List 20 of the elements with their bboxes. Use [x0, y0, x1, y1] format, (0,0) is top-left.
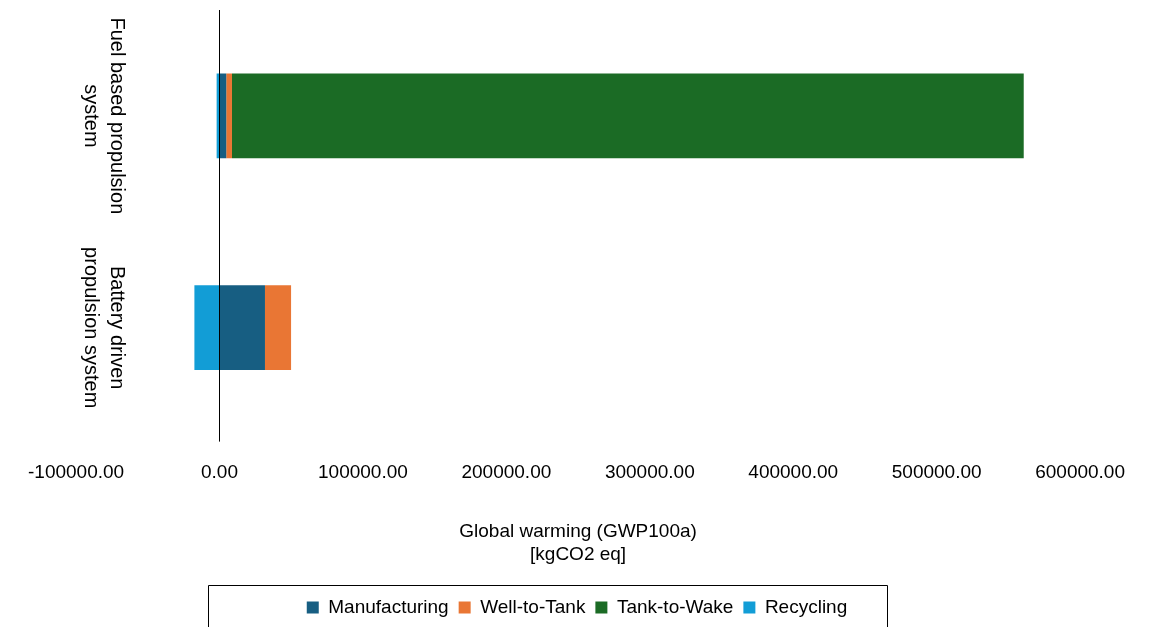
x-tick-label: -100000.00: [27, 461, 125, 483]
bar: [231, 73, 1024, 159]
y-tick-label: Battery driven propulsion system: [81, 247, 130, 409]
y-tick-label: Fuel based propulsion system: [81, 17, 130, 215]
legend-label: Manufacturing: [328, 595, 449, 617]
x-tick-label: 0.00: [201, 461, 238, 483]
x-axis-title: Global warming (GWP100a) [kgCO2 eq]: [459, 520, 697, 564]
bar: [219, 285, 265, 371]
x-tick-label: 200000.00: [461, 461, 552, 483]
bar: [194, 285, 220, 371]
legend-label: Tank-to-Wake: [616, 595, 734, 617]
x-tick-label: 300000.00: [604, 461, 695, 483]
legend-label: Recycling: [764, 595, 848, 617]
bar: [264, 285, 292, 371]
x-tick-label: 100000.00: [318, 461, 408, 483]
x-tick-label: 500000.00: [891, 461, 982, 483]
legend-label: Well-to-Tank: [480, 595, 586, 617]
x-tick-label: 600000.00: [1035, 461, 1126, 483]
x-tick-label: 400000.00: [748, 461, 839, 483]
bar: [226, 73, 232, 159]
